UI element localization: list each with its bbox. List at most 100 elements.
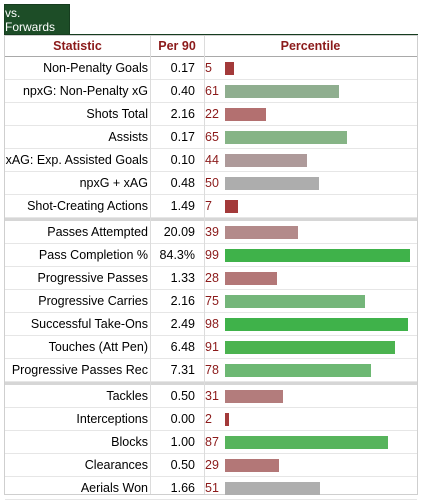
percentile-bar: [225, 249, 410, 262]
percentile-value: 87: [205, 435, 219, 449]
per90-value: 1.66: [170, 481, 195, 495]
percentile-value: 65: [205, 130, 219, 144]
table-row: npxG: Non-Penalty xG 0.40 61: [5, 80, 417, 103]
per90-value: 2.16: [170, 107, 195, 121]
header-per90: Per 90: [158, 39, 196, 53]
stat-name: Tackles: [106, 389, 148, 403]
row-divider: [5, 381, 417, 382]
percentile-value: 75: [205, 294, 219, 308]
percentile-bar: [225, 482, 320, 495]
table-row: Blocks 1.00 87: [5, 431, 417, 454]
percentile-value: 28: [205, 271, 219, 285]
table-row: Assists 0.17 65: [5, 126, 417, 149]
percentile-bar: [225, 154, 307, 167]
tab-label: vs. Forwards: [5, 5, 56, 34]
table-header: Statistic Per 90 Percentile: [5, 36, 417, 57]
percentile-value: 50: [205, 176, 219, 190]
stat-name: Non-Penalty Goals: [43, 61, 148, 75]
per90-value: 7.31: [170, 363, 195, 377]
per90-value: 1.00: [170, 435, 195, 449]
stat-name: Clearances: [84, 458, 148, 472]
percentile-bar: [225, 226, 298, 239]
row-divider: [5, 243, 417, 244]
percentile-value: 78: [205, 363, 219, 377]
percentile-value: 7: [205, 199, 212, 213]
stat-name: Shot-Creating Actions: [27, 199, 148, 213]
percentile-value: 98: [205, 317, 219, 331]
table-row: Pass Completion % 84.3% 99: [5, 244, 417, 267]
percentile-bar: [225, 413, 229, 426]
stat-name: Assists: [108, 130, 148, 144]
percentile-value: 22: [205, 107, 219, 121]
stat-name: Passes Attempted: [47, 225, 148, 239]
table-row: Progressive Passes 1.33 28: [5, 267, 417, 290]
row-divider: [5, 194, 417, 195]
per90-value: 0.40: [170, 84, 195, 98]
row-divider: [5, 171, 417, 172]
percentile-bar: [225, 459, 279, 472]
table-row: npxG + xAG 0.48 50: [5, 172, 417, 195]
percentile-value: 39: [205, 225, 219, 239]
header-percentile: Percentile: [280, 39, 341, 53]
stat-name: Touches (Att Pen): [48, 340, 148, 354]
per90-value: 6.48: [170, 340, 195, 354]
percentile-value: 2: [205, 412, 212, 426]
percentile-table: Statistic Per 90 Percentile Non-Penalty …: [4, 35, 418, 500]
per90-value: 1.49: [170, 199, 195, 213]
per90-value: 2.49: [170, 317, 195, 331]
stat-name: Shots Total: [86, 107, 148, 121]
table-row: Passes Attempted 20.09 39: [5, 221, 417, 244]
percentile-value: 51: [205, 481, 219, 495]
percentile-value: 5: [205, 61, 212, 75]
percentile-bar: [225, 318, 408, 331]
table-row: Shots Total 2.16 22: [5, 103, 417, 126]
row-divider: [5, 79, 417, 80]
percentile-bar: [225, 62, 234, 75]
stat-name: Interceptions: [76, 412, 148, 426]
table-row: Aerials Won 1.66 51: [5, 477, 417, 500]
stat-name: Pass Completion %: [38, 248, 148, 262]
row-divider: [5, 217, 417, 218]
row-divider: [5, 312, 417, 313]
tab-vs-forwards[interactable]: vs. Forwards: [4, 4, 70, 35]
table-row: Non-Penalty Goals 0.17 5: [5, 57, 417, 80]
table-row: Shot-Creating Actions 1.49 7: [5, 195, 417, 218]
per90-value: 1.33: [170, 271, 195, 285]
stat-name: Progressive Passes Rec: [11, 363, 148, 377]
group-separator: [5, 218, 417, 221]
percentile-bar: [225, 364, 371, 377]
percentile-value: 61: [205, 84, 219, 98]
per90-value: 20.09: [163, 225, 195, 239]
table-row: Successful Take-Ons 2.49 98: [5, 313, 417, 336]
stat-name: xAG: Exp. Assisted Goals: [5, 153, 148, 167]
percentile-bar: [225, 131, 347, 144]
stat-name: Blocks: [111, 435, 148, 449]
group-separator: [5, 382, 417, 385]
percentile-value: 91: [205, 340, 219, 354]
percentile-value: 44: [205, 153, 219, 167]
stat-name: Progressive Passes: [37, 271, 148, 285]
column-divider: [204, 36, 205, 494]
percentile-bar: [225, 85, 339, 98]
row-divider: [5, 476, 417, 477]
table-row: Clearances 0.50 29: [5, 454, 417, 477]
row-divider: [5, 125, 417, 126]
per90-value: 0.50: [170, 458, 195, 472]
row-divider: [5, 358, 417, 359]
row-divider: [5, 407, 417, 408]
row-divider: [5, 453, 417, 454]
row-divider: [5, 102, 417, 103]
row-divider: [5, 289, 417, 290]
stat-name: Aerials Won: [80, 481, 148, 495]
per90-value: 2.16: [170, 294, 195, 308]
per90-value: 84.3%: [159, 248, 195, 262]
stat-name: npxG + xAG: [79, 176, 148, 190]
per90-value: 0.00: [170, 412, 195, 426]
table-row: Progressive Carries 2.16 75: [5, 290, 417, 313]
stat-name: Progressive Carries: [38, 294, 148, 308]
table-row: xAG: Exp. Assisted Goals 0.10 44: [5, 149, 417, 172]
row-divider: [5, 266, 417, 267]
percentile-bar: [225, 390, 283, 403]
header-statistic: Statistic: [53, 39, 102, 53]
percentile-bar: [225, 295, 365, 308]
